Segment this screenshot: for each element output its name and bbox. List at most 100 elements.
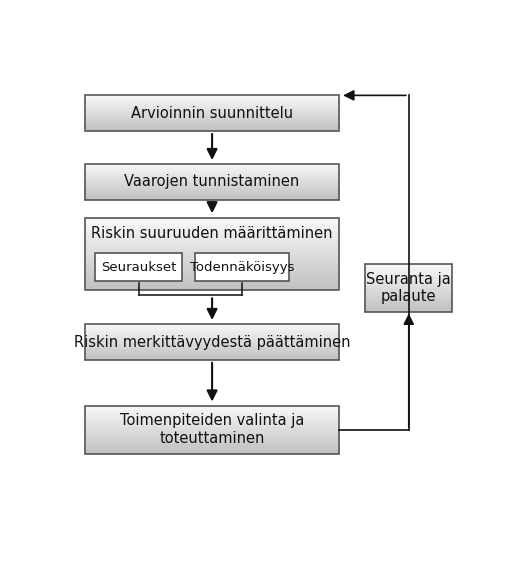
- Bar: [85, 195, 339, 196]
- Bar: [85, 187, 339, 188]
- Bar: [365, 291, 452, 293]
- Bar: [85, 419, 339, 420]
- Bar: [85, 417, 339, 418]
- Bar: [85, 236, 339, 238]
- Bar: [85, 175, 339, 176]
- Bar: [85, 267, 339, 269]
- Bar: [365, 271, 452, 272]
- Bar: [85, 452, 339, 453]
- Bar: [85, 179, 339, 180]
- Bar: [365, 283, 452, 284]
- Bar: [85, 426, 339, 427]
- Bar: [195, 253, 290, 281]
- Bar: [85, 331, 339, 332]
- Bar: [85, 243, 339, 245]
- Bar: [85, 406, 339, 453]
- Bar: [85, 192, 339, 193]
- Bar: [85, 178, 339, 179]
- Bar: [85, 352, 339, 353]
- Bar: [365, 264, 452, 265]
- Bar: [365, 265, 452, 267]
- Bar: [85, 283, 339, 285]
- Bar: [365, 299, 452, 300]
- Bar: [365, 303, 452, 305]
- Bar: [365, 298, 452, 299]
- Bar: [85, 166, 339, 168]
- Bar: [85, 358, 339, 359]
- Bar: [85, 129, 339, 130]
- Bar: [85, 177, 339, 178]
- Bar: [85, 126, 339, 127]
- Bar: [85, 329, 339, 331]
- Bar: [85, 357, 339, 358]
- Bar: [95, 253, 182, 281]
- Bar: [85, 256, 339, 258]
- Bar: [85, 240, 339, 242]
- Bar: [85, 170, 339, 171]
- Bar: [365, 281, 452, 282]
- Bar: [365, 268, 452, 269]
- Bar: [95, 253, 182, 281]
- Bar: [365, 273, 452, 275]
- Bar: [85, 418, 339, 419]
- Bar: [85, 110, 339, 112]
- Bar: [85, 289, 339, 290]
- Bar: [85, 118, 339, 119]
- Bar: [85, 261, 339, 263]
- Bar: [85, 263, 339, 265]
- Bar: [85, 349, 339, 350]
- Bar: [85, 174, 339, 175]
- Bar: [85, 439, 339, 440]
- Bar: [85, 128, 339, 129]
- Bar: [365, 280, 452, 281]
- Bar: [85, 249, 339, 251]
- Text: Riskin suuruuden määrittäminen: Riskin suuruuden määrittäminen: [92, 226, 333, 241]
- Bar: [365, 287, 452, 288]
- Bar: [85, 406, 339, 407]
- Bar: [85, 181, 339, 182]
- Bar: [85, 165, 339, 166]
- Bar: [85, 353, 339, 354]
- Bar: [365, 300, 452, 301]
- Bar: [85, 115, 339, 116]
- Bar: [85, 191, 339, 192]
- Bar: [85, 408, 339, 409]
- Bar: [85, 327, 339, 328]
- Bar: [85, 258, 339, 260]
- Bar: [85, 171, 339, 172]
- Bar: [85, 441, 339, 443]
- Bar: [85, 277, 339, 280]
- Bar: [85, 180, 339, 181]
- Bar: [85, 234, 339, 236]
- Bar: [85, 252, 339, 254]
- Bar: [365, 278, 452, 280]
- Bar: [85, 169, 339, 170]
- Bar: [85, 422, 339, 424]
- Bar: [85, 260, 339, 261]
- Bar: [365, 290, 452, 291]
- Bar: [365, 267, 452, 268]
- Bar: [85, 190, 339, 191]
- Bar: [85, 127, 339, 128]
- Bar: [85, 281, 339, 283]
- Bar: [85, 183, 339, 185]
- Bar: [85, 348, 339, 349]
- Bar: [85, 411, 339, 413]
- Bar: [85, 420, 339, 421]
- Bar: [365, 295, 452, 297]
- Bar: [365, 307, 452, 308]
- Bar: [85, 427, 339, 428]
- Bar: [365, 297, 452, 298]
- Bar: [85, 121, 339, 122]
- Bar: [85, 130, 339, 131]
- Bar: [85, 123, 339, 124]
- Bar: [85, 114, 339, 115]
- Bar: [365, 293, 452, 294]
- Bar: [85, 445, 339, 447]
- Bar: [85, 447, 339, 448]
- Bar: [85, 435, 339, 436]
- Bar: [85, 176, 339, 177]
- Bar: [85, 233, 339, 234]
- Bar: [85, 272, 339, 274]
- Bar: [85, 343, 339, 344]
